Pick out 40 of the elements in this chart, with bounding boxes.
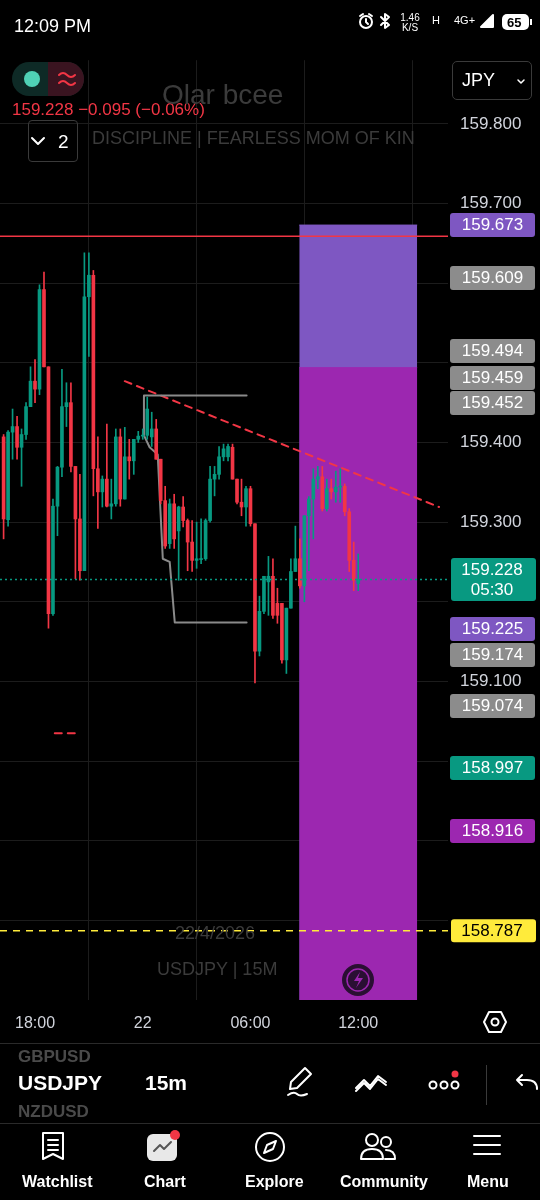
text: NZDUSD xyxy=(18,1102,89,1121)
text: 159.074 xyxy=(450,694,535,718)
text: Menu xyxy=(467,1173,509,1190)
x-tick-label: 06:00 xyxy=(230,1014,271,1032)
annotation: 2 xyxy=(58,131,69,152)
text: Watchlist xyxy=(22,1173,93,1190)
text: 159.174 xyxy=(450,643,535,667)
text: 15m xyxy=(145,1071,188,1094)
text: 159.225 xyxy=(450,617,535,641)
y-tick-label: 159.800 xyxy=(460,113,522,133)
annotation: DISCIPLINE | FEARLESS MOM OF KIN xyxy=(92,128,415,148)
text: H xyxy=(432,14,440,26)
text: 158.997 xyxy=(450,756,535,780)
y-tick-label: 159.700 xyxy=(460,193,522,213)
text: Explore xyxy=(245,1173,304,1190)
text: 1.46 K/S xyxy=(399,12,421,33)
text: 159.494 xyxy=(450,339,535,363)
text: 12:09 PM xyxy=(14,16,92,36)
text: 159.459 xyxy=(450,366,535,390)
y-tick-label: 159.300 xyxy=(460,511,522,531)
text: 65 xyxy=(507,15,522,30)
text: 159.609 xyxy=(450,266,535,290)
text: 158.916 xyxy=(450,819,535,843)
ref-line-label: 158.787 xyxy=(461,920,523,940)
ref-line-label: 159.228 05:30 xyxy=(461,559,523,599)
x-tick-label: 12:00 xyxy=(338,1014,379,1032)
text: 159.452 xyxy=(450,391,535,415)
text: USDJPY xyxy=(18,1071,103,1094)
text: 159.673 xyxy=(450,213,535,237)
text: Community xyxy=(340,1173,428,1190)
y-tick-label: 159.400 xyxy=(460,432,522,452)
text: JPY xyxy=(462,70,496,90)
x-tick-label: 22 xyxy=(133,1014,152,1032)
y-tick-label: 159.100 xyxy=(460,671,522,691)
x-tick-label: 18:00 xyxy=(14,1014,56,1032)
annotation: USDJPY | 15M xyxy=(157,959,278,979)
text: 4G+ xyxy=(454,14,476,26)
annotation: 22/4/2026 xyxy=(175,923,256,943)
text: Chart xyxy=(144,1173,186,1190)
text: GBPUSD xyxy=(18,1047,91,1066)
